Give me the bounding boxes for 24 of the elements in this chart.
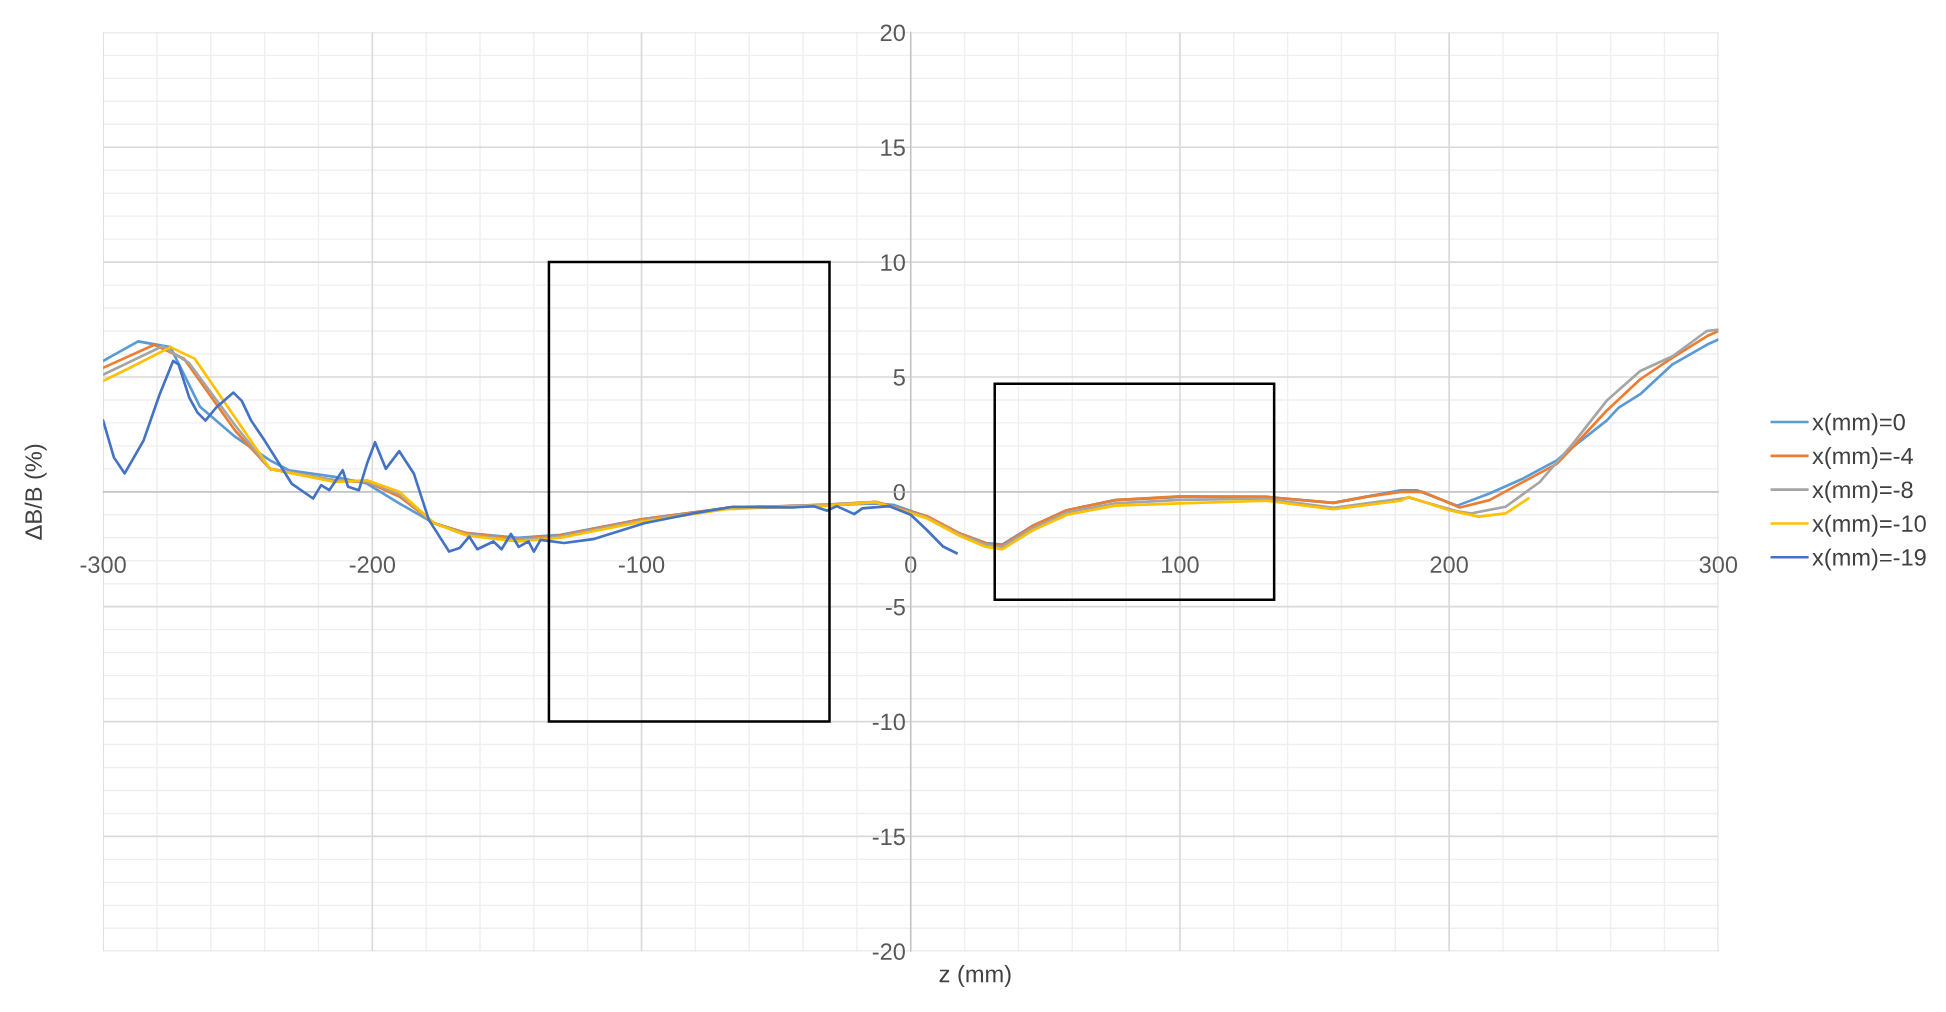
x-tick-label: -100: [618, 556, 665, 574]
y-tick-label: 15: [881, 139, 905, 157]
y-tick-label: -5: [885, 599, 905, 616]
y-tick-label: 0: [893, 483, 905, 501]
legend-label: x(mm)=0: [1812, 413, 1905, 436]
y-tick-label: -10: [872, 713, 905, 731]
y-tick-label: 5: [893, 369, 905, 386]
y-axis-title: ΔB/B (%): [24, 444, 47, 540]
legend-label: x(mm)=-19: [1812, 548, 1926, 571]
y-tick-label: 10: [881, 254, 905, 271]
x-tick-label: -300: [80, 556, 126, 574]
legend-label: x(mm)=-4: [1812, 447, 1913, 470]
y-tick-label: -15: [872, 828, 905, 846]
y-tick-label: 20: [880, 24, 905, 42]
legend-label: x(mm)=-8: [1812, 480, 1913, 503]
x-axis-title: z (mm): [939, 965, 1011, 988]
x-tick-label: 300: [1699, 556, 1738, 574]
x-tick-label: 100: [1162, 556, 1199, 574]
x-tick-label: 200: [1430, 556, 1468, 574]
line-series: [103, 359, 958, 555]
legend-label: x(mm)=-10: [1812, 514, 1926, 537]
x-tick-label: -200: [349, 556, 396, 574]
x-tick-label: 0: [905, 556, 917, 574]
y-tick-label: -20: [872, 943, 905, 961]
